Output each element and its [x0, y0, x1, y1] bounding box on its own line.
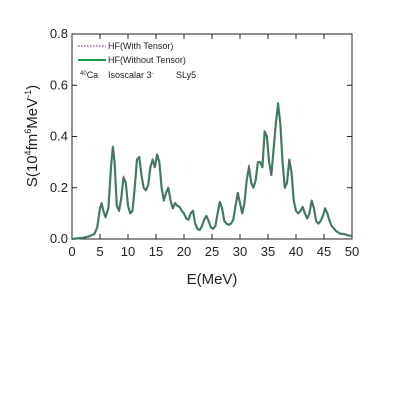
x-tick-label-5: 25: [205, 244, 219, 259]
x-axis-title: E(MeV): [187, 271, 238, 288]
x-tick-label-4: 20: [177, 244, 191, 259]
x-tick-label-1: 5: [96, 244, 103, 259]
y-axis-title-pre: S(10: [24, 155, 41, 187]
y-tick-label-3: 0.6: [50, 77, 68, 92]
annotation-nucleus: Ca: [87, 70, 99, 80]
legend-label-with-tensor: HF(With Tensor): [108, 41, 173, 51]
x-axis: 0 5 10 15 20 25 30 35 40 45 50: [68, 34, 359, 259]
annotation-force: SLy5: [176, 70, 196, 80]
x-tick-label-9: 45: [317, 244, 331, 259]
y-axis-title-close: ): [24, 85, 41, 90]
annotation-mode-text: Isoscalar 3: [108, 70, 152, 80]
y-axis-title-exp1: 4: [23, 150, 33, 155]
y-axis: 0.0 0.2 0.4 0.6 0.8: [50, 26, 352, 246]
series-line-with-tensor: [71, 105, 353, 240]
series-layer: [71, 102, 353, 241]
y-tick-label-2: 0.4: [50, 129, 68, 144]
y-tick-label-0: 0.0: [50, 231, 68, 246]
x-tick-label-8: 40: [289, 244, 303, 259]
y-axis-title-post: MeV: [24, 98, 41, 129]
annotation-mass-number: 40: [80, 71, 87, 77]
x-tick-label-2: 10: [121, 244, 135, 259]
x-tick-label-7: 35: [261, 244, 275, 259]
y-tick-label-1: 0.2: [50, 180, 68, 195]
series-line-without-tensor: [71, 102, 353, 241]
annotation-mode: Isoscalar 3-: [108, 70, 154, 80]
legend: HF(With Tensor) HF(Without Tensor): [78, 41, 186, 65]
y-axis-title: S(104fm6MeV-1): [23, 85, 41, 187]
annotation-mode-sup: -: [152, 71, 154, 77]
x-tick-label-10: 50: [345, 244, 359, 259]
annotation-text: 40Ca: [80, 70, 98, 80]
legend-label-without-tensor: HF(Without Tensor): [108, 55, 186, 65]
y-axis-title-mid: fm: [24, 134, 41, 151]
x-tick-label-3: 15: [149, 244, 163, 259]
x-tick-label-0: 0: [68, 244, 75, 259]
y-axis-title-exp2: 6: [23, 129, 33, 134]
annotation: 40Ca Isoscalar 3- SLy5: [80, 70, 196, 80]
y-axis-title-exp3: -1: [23, 90, 33, 98]
y-tick-label-4: 0.8: [50, 26, 68, 41]
x-tick-label-6: 30: [233, 244, 247, 259]
